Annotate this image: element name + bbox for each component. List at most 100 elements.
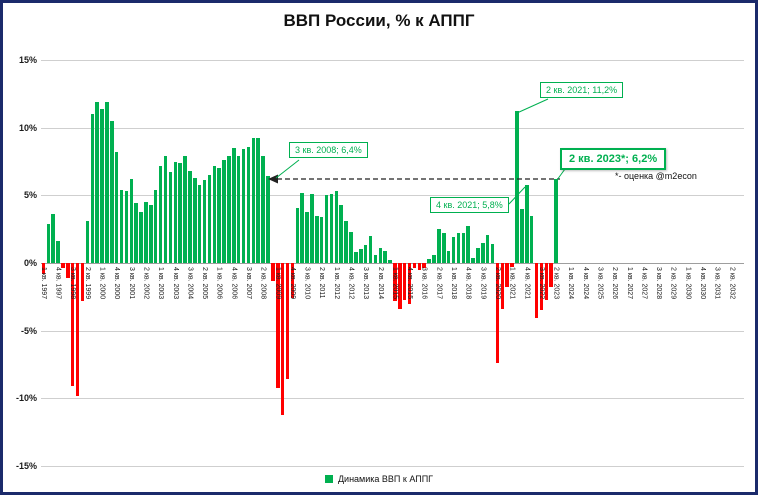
gdp-bar-positive [183, 156, 187, 263]
gdp-bar-positive [432, 254, 436, 263]
gdp-bar-negative [393, 263, 397, 301]
x-axis-tick-label: 4 кв. 2030 [699, 267, 706, 300]
gdp-bar-negative [285, 263, 290, 380]
x-axis-tick-label: 1 кв. 2021 [508, 267, 516, 300]
x-axis-tick-label: 4 кв. 2018 [464, 267, 472, 300]
x-axis-tick-label: 3 кв. 2025 [596, 267, 604, 300]
x-axis-tick-label: 4 кв. 2009 [288, 267, 296, 300]
gdp-bar-positive [515, 111, 519, 263]
gdp-bar-positive [427, 258, 431, 263]
gdp-bar-positive [139, 211, 143, 263]
x-axis-tick-label: 3 кв. 2001 [127, 267, 135, 300]
gdp-bar-positive [442, 233, 446, 263]
x-axis-tick-label: 3 кв. 2019 [479, 267, 487, 300]
x-axis-tick-label: 4 кв. 2027 [640, 267, 648, 300]
gdp-bar-negative [549, 263, 553, 288]
x-axis-tick-label: 1 кв. 2012 [332, 267, 340, 300]
gdp-bar-positive [85, 221, 90, 263]
gdp-bar-negative [407, 263, 412, 304]
x-axis-tick-label: 2 кв. 1999 [83, 267, 91, 300]
gdp-bar-negative [70, 263, 75, 387]
y-axis-tick-label: 5% [23, 190, 37, 201]
gdp-bar-positive [105, 101, 109, 263]
gdp-bar-positive [373, 254, 378, 263]
gdp-bar-positive [329, 193, 334, 263]
y-axis-tick-label: 15% [18, 55, 37, 65]
gdp-bar-positive [144, 202, 148, 263]
gdp-bar-positive [173, 161, 177, 263]
x-axis-tick-label: 1 кв. 2009 [274, 267, 282, 300]
gdp-bar-negative [412, 263, 417, 269]
gdp-bar-positive [334, 191, 339, 263]
gdp-bar-negative [41, 263, 46, 274]
legend-swatch-green [324, 475, 333, 483]
gdp-bar-positive [319, 216, 324, 263]
x-axis-tick-label: 3 кв. 2028 [655, 267, 663, 300]
x-axis-tick-label: 3 кв. 2016 [420, 267, 428, 300]
gdp-bar-positive [168, 172, 173, 263]
x-axis-tick-label: 3 кв. 2007 [244, 267, 252, 300]
gridline [41, 466, 744, 467]
gdp-bar-positive [236, 156, 241, 263]
x-axis-tick-label: 4 кв. 2006 [230, 267, 238, 300]
gdp-bar-negative [280, 263, 285, 415]
x-axis-tick-label: 4 кв. 2015 [406, 267, 414, 300]
gdp-bar-positive [310, 193, 314, 263]
legend: Динамика ВВП к АППГ [3, 474, 755, 484]
x-axis-tick-label: 4 кв. 2012 [347, 267, 355, 300]
gdp-bar-positive [378, 248, 383, 263]
legend-label: Динамика ВВП к АППГ [337, 474, 434, 484]
x-axis-tick-label: 4 кв. 2000 [113, 267, 121, 300]
gdp-bar-positive [227, 156, 231, 263]
x-axis-tick-label: 2 кв. 2023 [552, 267, 560, 300]
gdp-bar-positive [95, 101, 99, 263]
gdp-bar-positive [246, 146, 251, 263]
gdp-bar-positive [261, 156, 265, 263]
gdp-bar-negative [402, 263, 407, 300]
x-axis-tick-label: 3 кв. 2013 [362, 267, 370, 300]
x-axis-tick-label: 1 кв. 2018 [450, 267, 458, 300]
x-axis-tick-label: 4 кв. 2024 [581, 267, 589, 300]
gdp-bar-negative [422, 263, 426, 269]
x-axis-tick-label: 3 кв. 2031 [713, 267, 721, 300]
gdp-bar-positive [388, 260, 392, 263]
gdp-bar-positive [554, 179, 558, 263]
gdp-bar-positive [344, 221, 348, 263]
annotation-2021-q2: 2 кв. 2021; 11,2% [540, 82, 624, 98]
gdp-bar-positive [339, 204, 343, 263]
annotation-2021-q4: 4 кв. 2021; 5,8% [430, 197, 509, 213]
estimate-footnote: *- оценка @m2econ [615, 171, 697, 181]
annotation-2023-q2-estimate: 2 кв. 2023*; 6,2% [560, 148, 667, 170]
gridline [41, 330, 744, 332]
gdp-bar-positive [251, 138, 256, 263]
zero-gridline [41, 263, 744, 264]
x-axis-tick-label: 2 кв. 2017 [435, 267, 443, 300]
gdp-bar-positive [466, 226, 470, 263]
x-axis-tick-label: 4 кв. 1997 [54, 267, 62, 300]
gdp-bar-positive [197, 184, 202, 263]
gdp-bar-positive [315, 215, 319, 263]
x-axis-tick-label: 2 кв. 2005 [201, 267, 209, 300]
gdp-bar-negative [80, 263, 85, 301]
x-axis-tick-label: 3 кв. 2004 [186, 267, 194, 300]
gdp-bar-positive [110, 120, 114, 263]
x-axis-tick-label: 4 кв. 2003 [171, 267, 179, 300]
gdp-bar-positive [256, 138, 260, 263]
x-axis-tick-label: 1 кв. 1997 [39, 267, 47, 300]
x-axis-tick-label: 2 кв. 2020 [493, 267, 501, 300]
gdp-bar-positive [129, 179, 134, 263]
gdp-bar-negative [534, 263, 539, 319]
y-axis-tick-label: 10% [18, 122, 37, 133]
gdp-bar-positive [471, 257, 475, 263]
connector-2008 [275, 159, 300, 179]
gdp-bar-negative [417, 263, 422, 270]
gdp-bar-positive [437, 229, 441, 263]
gdp-bar-positive [232, 147, 236, 263]
gdp-bar-positive [354, 252, 358, 263]
x-axis-tick-label: 2 кв. 2008 [259, 267, 267, 300]
gdp-bar-negative [276, 263, 280, 388]
gdp-bar-positive [456, 233, 461, 263]
x-axis-tick-label: 2 кв. 2011 [318, 267, 326, 299]
gdp-bar-positive [134, 203, 138, 263]
